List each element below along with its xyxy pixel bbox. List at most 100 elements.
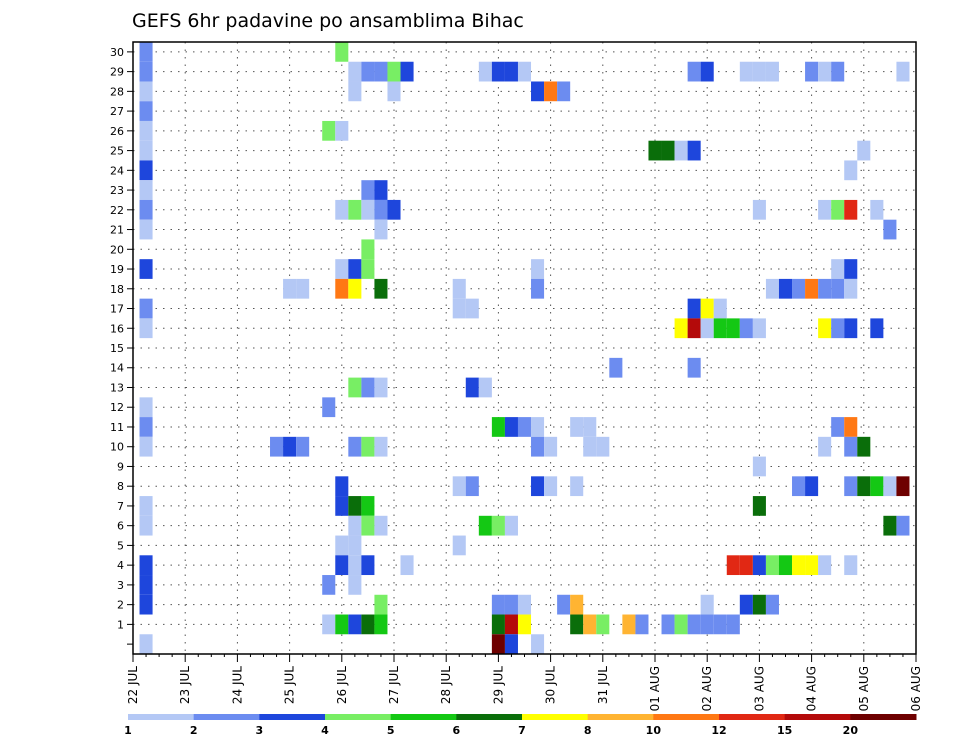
precip-cell	[374, 515, 388, 536]
precip-cell	[805, 476, 819, 497]
precip-cell	[139, 298, 153, 319]
precip-cell	[139, 140, 153, 161]
precip-cell	[544, 476, 558, 497]
x-tick-label: 29 JUL	[491, 666, 505, 704]
precip-cell	[452, 476, 466, 497]
precip-cell	[531, 436, 545, 457]
legend-label: 10	[646, 724, 662, 737]
precip-cell	[531, 634, 545, 654]
legend-swatch	[784, 714, 851, 720]
precip-cell	[348, 436, 362, 457]
precip-cell	[139, 101, 153, 121]
precip-cell	[739, 555, 753, 576]
precip-cell	[504, 61, 518, 82]
y-tick-label: 15	[110, 342, 124, 355]
x-tick-label: 28 JUL	[439, 666, 453, 704]
y-tick-label: 18	[110, 283, 124, 296]
legend-label: 12	[711, 724, 726, 737]
precip-cell	[139, 120, 153, 141]
precip-cell	[870, 476, 884, 497]
precip-cell	[361, 180, 375, 200]
precip-cell	[726, 614, 740, 635]
precip-cell	[570, 594, 584, 615]
legend-swatch	[325, 714, 392, 720]
precip-cell	[465, 377, 479, 398]
precip-cell	[896, 515, 910, 536]
precip-cell	[831, 318, 845, 339]
y-tick-label: 12	[110, 401, 124, 414]
legend-label: 3	[256, 724, 264, 737]
precip-cell	[713, 614, 727, 635]
precip-cell	[374, 199, 388, 220]
precip-cell	[687, 318, 701, 339]
precip-cell	[491, 634, 505, 654]
precip-cell	[504, 594, 518, 615]
precip-cell	[517, 614, 532, 635]
precip-cell	[374, 278, 388, 299]
precip-cell	[478, 61, 492, 82]
precip-cell	[491, 61, 505, 82]
precip-cell	[335, 42, 349, 62]
y-tick-label: 13	[110, 381, 124, 394]
precip-cell	[831, 199, 845, 220]
x-tick-label: 24 JUL	[230, 666, 244, 704]
x-tick-label: 02 AUG	[700, 666, 714, 711]
precip-cell	[374, 219, 388, 240]
precip-cell	[687, 357, 701, 378]
precip-cell	[818, 436, 832, 457]
y-tick-label: 17	[110, 303, 124, 316]
precip-cell	[139, 199, 153, 220]
y-tick-label: 5	[117, 539, 124, 552]
precip-cell	[752, 594, 766, 615]
y-tick-label: 3	[117, 579, 124, 592]
precip-cell	[674, 614, 688, 635]
precip-cell	[139, 42, 153, 62]
precip-cell	[361, 515, 375, 536]
precip-cell	[478, 377, 492, 398]
y-tick-label: 24	[110, 164, 124, 177]
precip-cell	[478, 515, 492, 536]
precip-cell	[531, 417, 545, 437]
precip-cell	[517, 61, 532, 82]
precip-cell	[883, 219, 897, 240]
y-tick-label: 10	[110, 441, 124, 454]
precip-cell	[491, 515, 505, 536]
legend-label: 2	[190, 724, 198, 737]
precip-cell	[139, 555, 153, 576]
precip-cell	[400, 555, 414, 576]
precip-cell	[504, 515, 518, 536]
legend-swatch	[850, 714, 917, 720]
precip-cell	[387, 61, 401, 82]
chart-title: GEFS 6hr padavine po ansamblima Bihac	[132, 10, 524, 32]
precip-cell	[687, 140, 701, 161]
precip-cell	[517, 594, 532, 615]
precip-cell	[792, 476, 806, 497]
precip-cell	[792, 555, 806, 576]
precip-cell	[139, 61, 153, 82]
precip-cell	[400, 61, 414, 82]
precip-cell	[335, 120, 349, 141]
y-tick-label: 27	[110, 105, 124, 118]
y-axis: 1234567891011121314151617181920212223242…	[110, 46, 133, 645]
precip-cell	[361, 436, 375, 457]
y-tick-label: 1	[117, 618, 124, 631]
legend-swatch	[128, 714, 195, 720]
precip-cell	[818, 278, 832, 299]
x-tick-label: 06 AUG	[909, 666, 923, 711]
precip-cell	[674, 140, 688, 161]
precip-cell	[452, 535, 466, 556]
precip-cell	[531, 81, 545, 102]
precip-cell	[778, 555, 793, 576]
precip-cell	[570, 476, 584, 497]
precip-cell	[544, 81, 558, 102]
precip-cell	[361, 199, 375, 220]
precip-cell	[635, 614, 649, 635]
precip-cell	[139, 594, 153, 615]
precip-cell	[348, 278, 362, 299]
precip-cell	[387, 199, 401, 220]
precip-cell	[805, 555, 819, 576]
y-tick-label: 23	[110, 184, 124, 197]
y-tick-label: 8	[117, 480, 124, 493]
precip-cell	[870, 318, 884, 339]
